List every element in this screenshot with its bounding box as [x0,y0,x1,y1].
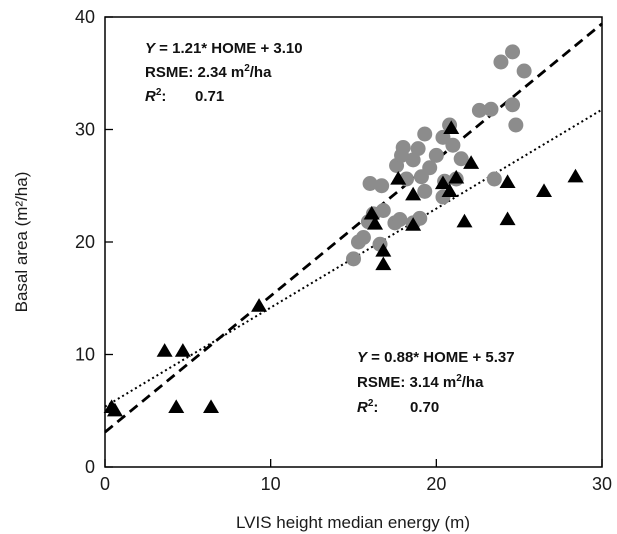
data-point-circle [395,140,411,155]
data-point-circle [505,44,521,60]
data-point-circle [486,171,502,187]
x-tick-label: 10 [261,474,281,494]
data-point-circle [505,97,521,113]
data-point-triangle [536,183,553,197]
data-point-circle [483,101,499,117]
fit-line-dotted [104,108,603,408]
x-tick-label: 30 [592,474,612,494]
data-point-circle [422,160,438,176]
lower-r-squared: R2: 0.70 [357,398,439,416]
data-point-circle [445,137,461,153]
data-point-circle [374,178,390,194]
data-point-circle [471,102,487,118]
data-point-circle [417,183,433,199]
data-point-triangle [203,399,220,413]
data-point-triangle [367,216,384,230]
data-point-triangle [463,155,480,169]
data-point-triangle [567,168,584,183]
data-point-triangle [174,343,191,357]
data-point-triangle [251,298,268,312]
data-point-triangle [448,169,465,184]
data-point-triangle [106,402,123,417]
lower-rsme: RSME: 3.14 m2/ha [357,373,484,391]
data-point-circle [410,141,426,157]
y-axis-title: Basal area (m²/ha) [12,172,31,313]
data-point-triangle [375,256,392,271]
upper-r-squared: R2: 0.71 [145,87,224,105]
data-point-circle [355,230,371,245]
data-point-triangle [443,120,460,134]
fit-lines [104,22,603,434]
data-point-triangle [456,213,473,228]
data-point-triangle [168,399,185,413]
data-point-circle [362,176,378,191]
lower-equation: Y = 0.88* HOME + 5.37 [357,349,515,366]
data-point-triangle [156,343,173,357]
y-tick-label: 30 [75,120,95,140]
upper-equation: Y = 1.21* HOME + 3.10 [145,40,303,57]
data-points [103,44,584,417]
data-point-circle [508,117,524,133]
axis-ticks: 0 10 20 30 0 10 20 30 40 [75,7,612,494]
upper-rsme: RSME: 2.34 m2/ha [145,63,272,81]
y-tick-label: 20 [75,232,95,252]
data-point-triangle [390,171,407,185]
fit-line-dashed [104,22,603,434]
data-point-triangle [499,211,516,226]
data-point-circle [453,151,469,167]
y-tick-label: 40 [75,7,95,27]
x-tick-label: 20 [426,474,446,494]
data-point-triangle [405,217,422,231]
data-point-circle [428,147,444,163]
x-axis-title: LVIS height median energy (m) [236,513,470,532]
data-point-triangle [405,186,422,201]
data-point-circle [516,63,532,79]
y-tick-label: 10 [75,345,95,365]
data-point-triangle [375,243,392,257]
y-tick-label: 0 [85,457,95,477]
data-point-circle [405,152,421,168]
x-tick-label: 0 [100,474,110,494]
data-point-circle [392,212,408,227]
data-point-circle [375,203,391,218]
data-point-triangle [499,174,516,188]
data-point-circle [346,251,361,267]
data-point-triangle [363,205,380,220]
data-point-triangle [441,183,458,197]
data-point-triangle [434,175,451,190]
data-point-circle [417,126,433,142]
data-point-circle [493,54,509,70]
